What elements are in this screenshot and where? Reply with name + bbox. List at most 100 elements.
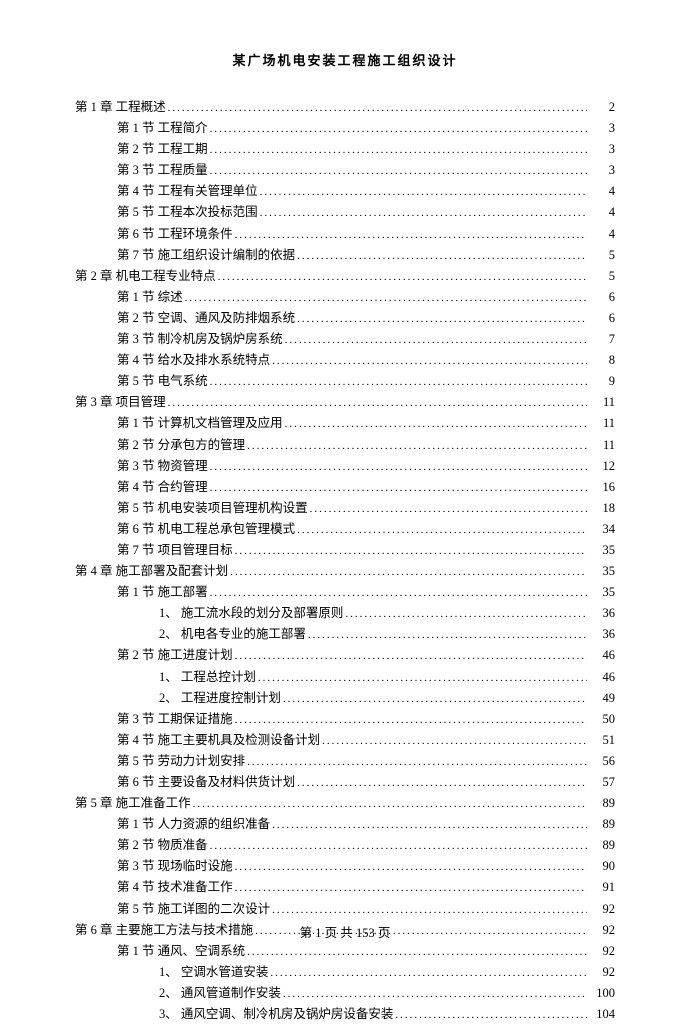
toc-page-number: 12 xyxy=(587,456,615,476)
toc-row: 第 5 节 电气系统9 xyxy=(75,371,615,392)
toc-leader-dots xyxy=(233,543,587,561)
toc-page-number: 35 xyxy=(587,561,615,581)
toc-page-number: 5 xyxy=(587,266,615,286)
toc-label: 第 1 节 综述 xyxy=(117,287,183,307)
toc-label: 3、 通风空调、制冷机房及锅炉房设备安装 xyxy=(159,1004,393,1024)
toc-page-number: 35 xyxy=(587,540,615,560)
toc-label: 第 3 节 现场临时设施 xyxy=(117,856,233,876)
toc-leader-dots xyxy=(245,754,587,772)
toc-label: 第 3 节 工程质量 xyxy=(117,160,208,180)
toc-label: 第 4 节 技术准备工作 xyxy=(117,877,233,897)
toc-row: 2、 机电各专业的施工部署36 xyxy=(75,624,615,645)
toc-page-number: 50 xyxy=(587,709,615,729)
toc-leader-dots xyxy=(283,416,587,434)
document-title: 某广场机电安装工程施工组织设计 xyxy=(75,50,615,69)
toc-row: 第 2 节 空调、通风及防排烟系统6 xyxy=(75,308,615,329)
toc-row: 第 7 节 施工组织设计编制的依据5 xyxy=(75,245,615,266)
toc-leader-dots xyxy=(166,395,587,413)
toc-label: 第 1 节 人力资源的组织准备 xyxy=(117,814,270,834)
toc-label: 第 3 节 制冷机房及锅炉房系统 xyxy=(117,329,283,349)
toc-row: 第 5 节 施工详图的二次设计92 xyxy=(75,899,615,920)
toc-page-number: 89 xyxy=(587,814,615,834)
toc-row: 第 1 节 计算机文档管理及应用11 xyxy=(75,413,615,434)
toc-label: 第 5 节 工程本次投标范围 xyxy=(117,202,258,222)
toc-row: 第 1 节 人力资源的组织准备 89 xyxy=(75,814,615,835)
toc-label: 第 3 章 项目管理 xyxy=(75,392,166,412)
toc-label: 第 7 节 项目管理目标 xyxy=(117,540,233,560)
toc-leader-dots xyxy=(306,627,587,645)
toc-leader-dots xyxy=(208,585,587,603)
footer-prefix: 第 xyxy=(300,926,313,940)
toc-row: 第 7 节 项目管理目标 35 xyxy=(75,540,615,561)
toc-label: 第 2 节 物质准备 xyxy=(117,835,208,855)
toc-label: 第 3 节 工期保证措施 xyxy=(117,709,233,729)
page-footer: 第 1 页 共 153 页 xyxy=(0,922,690,941)
toc-row: 第 3 节 工程质量 3 xyxy=(75,160,615,181)
toc-label: 第 1 节 通风、空调系统 xyxy=(117,941,245,961)
toc-row: 第 4 节 技术准备工作 91 xyxy=(75,877,615,898)
toc-leader-dots xyxy=(295,248,587,266)
toc-leader-dots xyxy=(183,290,587,308)
toc-label: 第 2 节 施工进度计划 xyxy=(117,645,233,665)
toc-row: 2、 工程进度控制计划 49 xyxy=(75,688,615,709)
toc-row: 第 6 节 主要设备及材料供货计划 57 xyxy=(75,772,615,793)
toc-leader-dots xyxy=(208,838,587,856)
toc-page-number: 7 xyxy=(587,329,615,349)
toc-label: 第 6 节 主要设备及材料供货计划 xyxy=(117,772,295,792)
toc-page-number: 3 xyxy=(587,160,615,180)
toc-page-number: 36 xyxy=(587,603,615,623)
toc-leader-dots xyxy=(216,269,587,287)
toc-row: 第 1 节 通风、空调系统92 xyxy=(75,941,615,962)
toc-leader-dots xyxy=(208,459,587,477)
toc-page-number: 49 xyxy=(587,688,615,708)
toc-row: 2、 通风管道制作安装100 xyxy=(75,983,615,1004)
toc-label: 第 6 节 机电工程总承包管理模式 xyxy=(117,519,295,539)
footer-suffix: 页 xyxy=(378,926,391,940)
toc-page-number: 36 xyxy=(587,624,615,644)
toc-row: 第 4 节 施工主要机具及检测设备计划51 xyxy=(75,730,615,751)
toc-page-number: 46 xyxy=(587,645,615,665)
toc-label: 第 4 章 施工部署及配套计划 xyxy=(75,561,228,581)
toc-page-number: 57 xyxy=(587,772,615,792)
toc-leader-dots xyxy=(258,205,587,223)
toc-page-number: 8 xyxy=(587,350,615,370)
toc-leader-dots xyxy=(308,501,587,519)
toc-label: 第 7 节 施工组织设计编制的依据 xyxy=(117,245,295,265)
toc-label: 第 4 节 施工主要机具及检测设备计划 xyxy=(117,730,320,750)
toc-label: 第 1 节 施工部署 xyxy=(117,582,208,602)
toc-label: 第 5 节 机电安装项目管理机构设置 xyxy=(117,498,308,518)
toc-page-number: 104 xyxy=(587,1004,615,1024)
toc-label: 第 1 节 计算机文档管理及应用 xyxy=(117,413,283,433)
toc-leader-dots xyxy=(343,606,587,624)
toc-page-number: 6 xyxy=(587,308,615,328)
toc-leader-dots xyxy=(320,733,587,751)
table-of-contents: 第 1 章 工程概述2第 1 节 工程简介3第 2 节 工程工期3第 3 节 工… xyxy=(75,97,615,1025)
toc-row: 第 2 节 物质准备89 xyxy=(75,835,615,856)
toc-label: 第 3 节 物资管理 xyxy=(117,456,208,476)
toc-leader-dots xyxy=(191,796,587,814)
toc-page-number: 9 xyxy=(587,371,615,391)
toc-label: 1、 空调水管道安装 xyxy=(159,962,268,982)
toc-leader-dots xyxy=(208,163,587,181)
toc-row: 1、 工程总控计划46 xyxy=(75,667,615,688)
toc-leader-dots xyxy=(281,986,587,1004)
toc-row: 第 5 节 劳动力计划安排56 xyxy=(75,751,615,772)
toc-page-number: 91 xyxy=(587,877,615,897)
toc-label: 2、 工程进度控制计划 xyxy=(159,688,281,708)
toc-leader-dots xyxy=(393,1007,587,1025)
toc-row: 第 6 节 工程环境条件4 xyxy=(75,224,615,245)
toc-label: 第 4 节 给水及排水系统特点 xyxy=(117,350,270,370)
toc-leader-dots xyxy=(295,775,587,793)
toc-page-number: 3 xyxy=(587,118,615,138)
toc-page-number: 100 xyxy=(587,983,615,1003)
toc-page-number: 11 xyxy=(587,392,615,412)
toc-leader-dots xyxy=(233,648,587,666)
toc-label: 第 4 节 合约管理 xyxy=(117,477,208,497)
toc-label: 第 1 节 工程简介 xyxy=(117,118,208,138)
toc-page-number: 35 xyxy=(587,582,615,602)
toc-leader-dots xyxy=(258,184,587,202)
toc-row: 第 4 节 给水及排水系统特点 8 xyxy=(75,350,615,371)
toc-row: 第 4 章 施工部署及配套计划 35 xyxy=(75,561,615,582)
toc-label: 第 5 节 施工详图的二次设计 xyxy=(117,899,270,919)
toc-page-number: 4 xyxy=(587,224,615,244)
